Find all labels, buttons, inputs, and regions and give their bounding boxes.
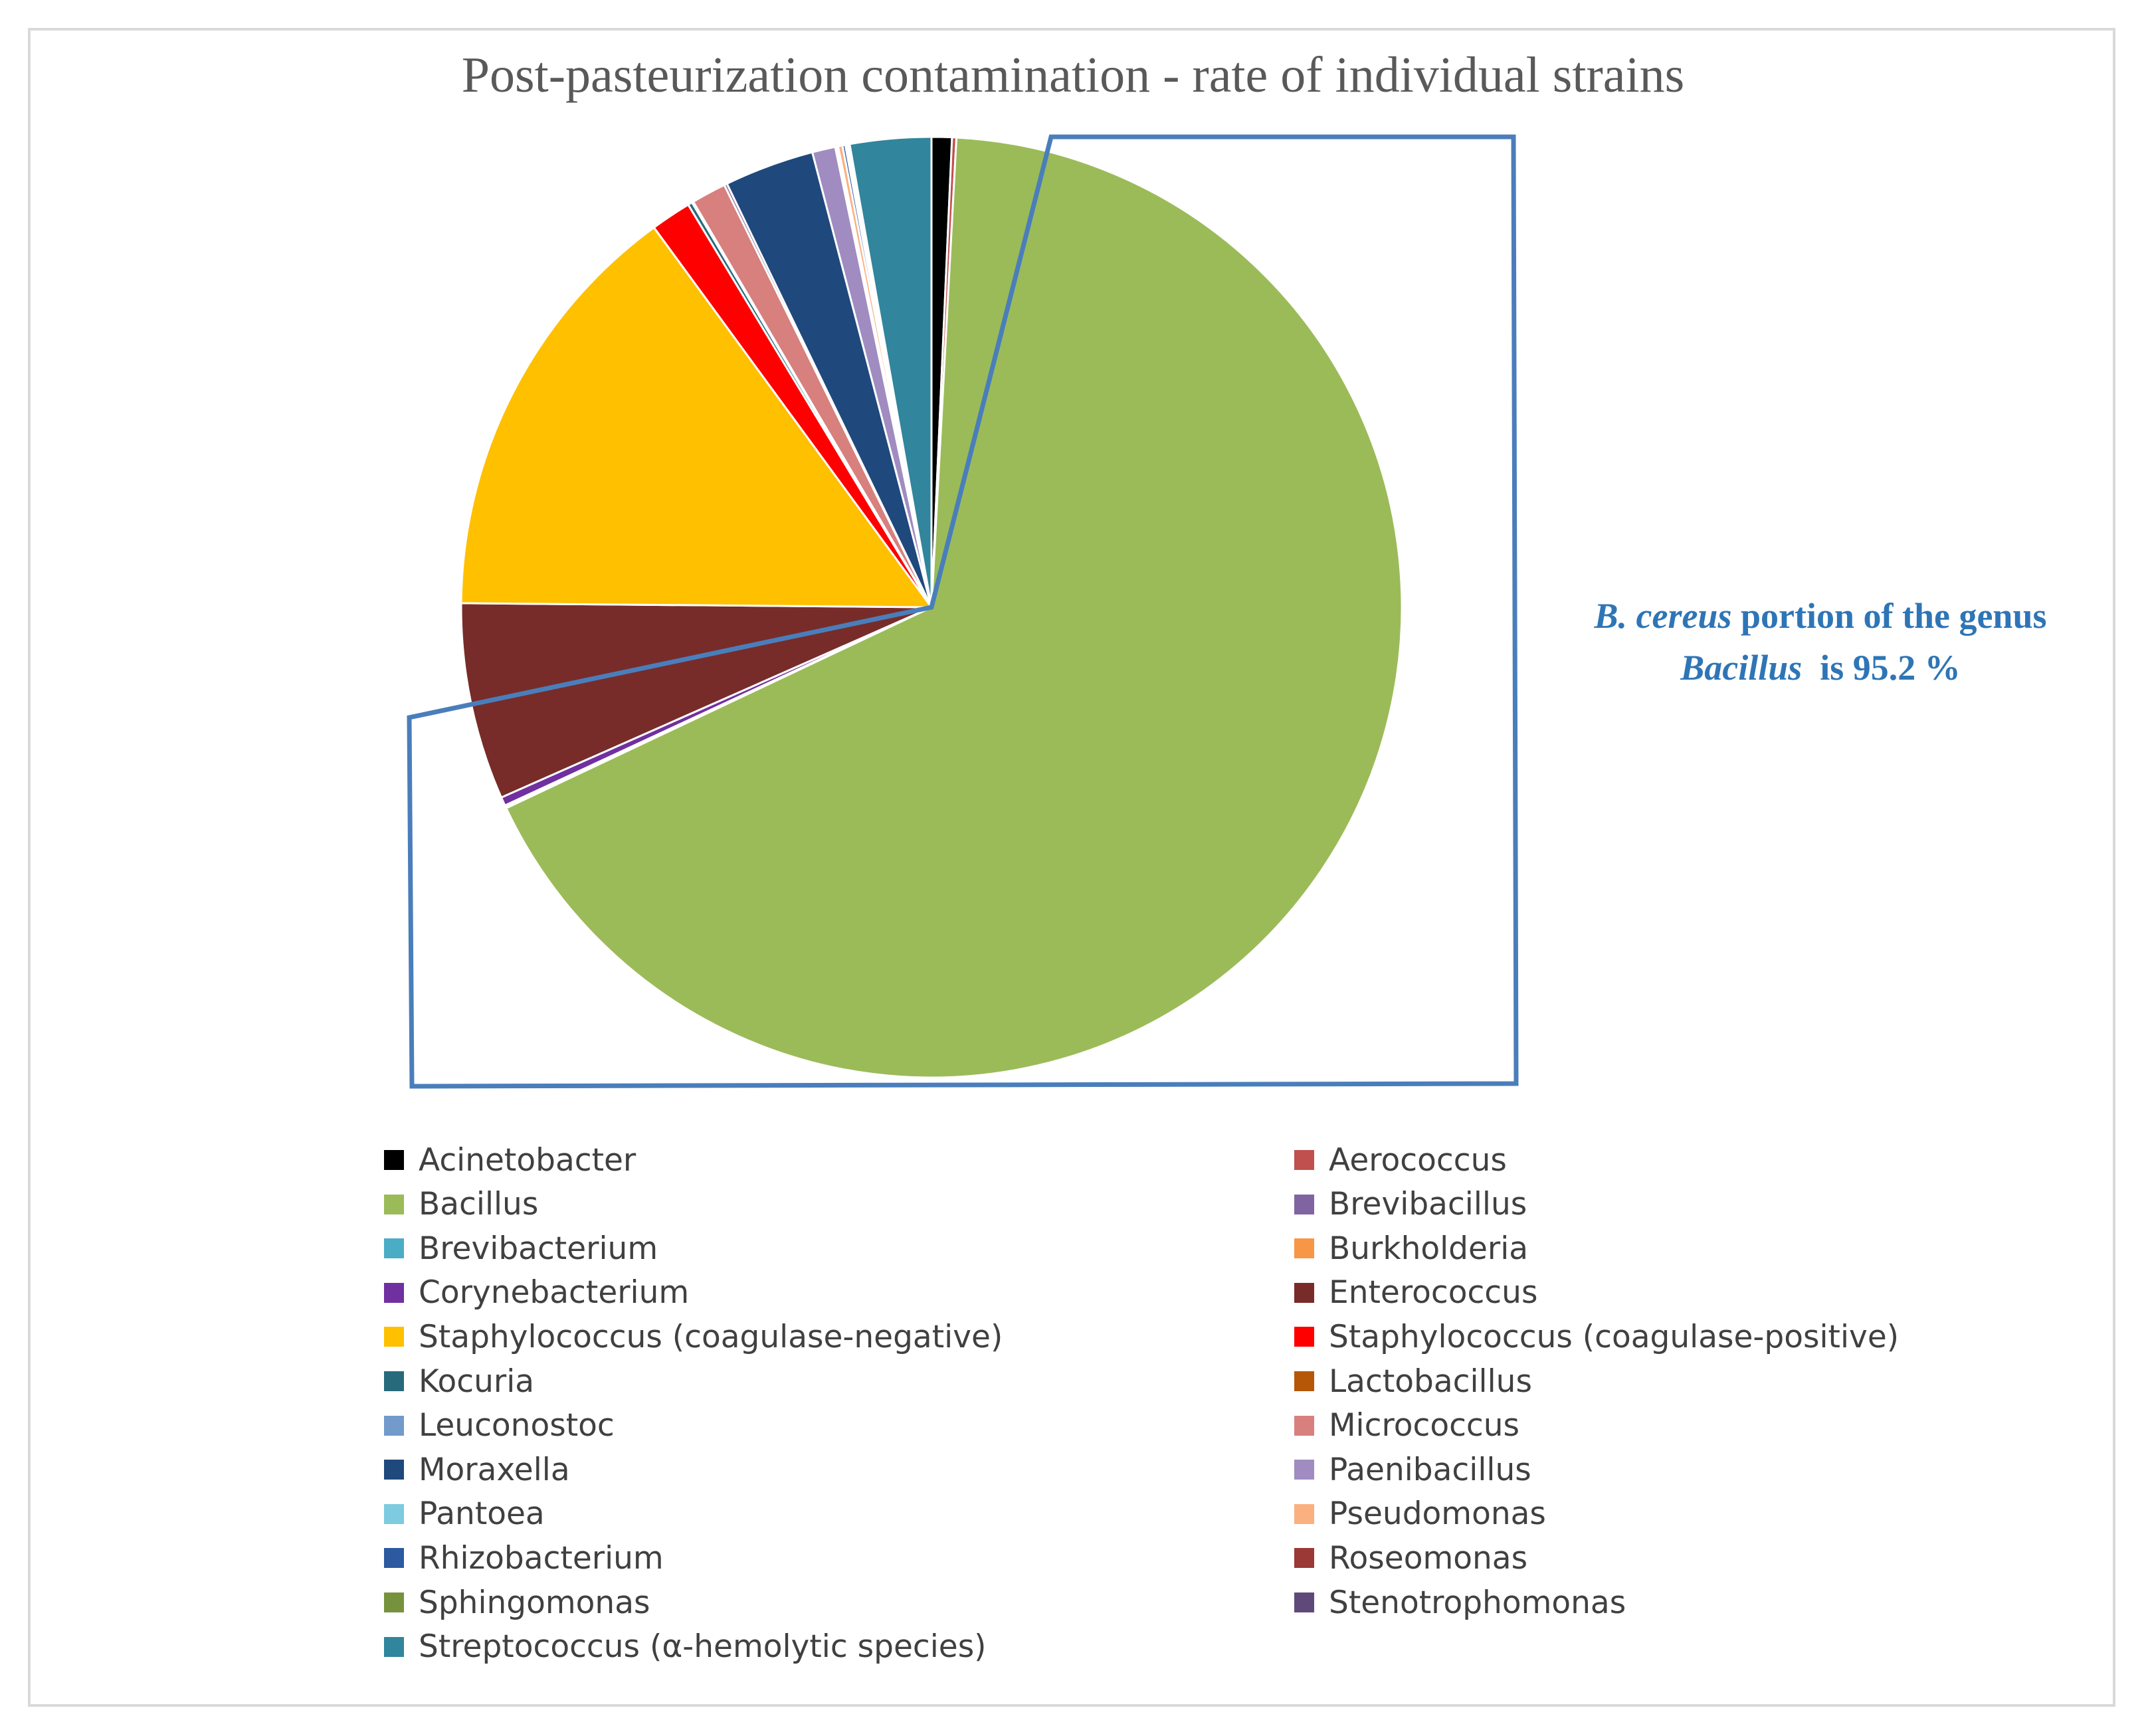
legend-label: Streptococcus (α-hemolytic species) bbox=[419, 1628, 987, 1666]
legend-label: Burkholderia bbox=[1329, 1230, 1529, 1267]
legend-swatch bbox=[1294, 1371, 1314, 1391]
legend-swatch bbox=[384, 1503, 404, 1524]
legend-swatch bbox=[384, 1460, 404, 1480]
legend-label: Rhizobacterium bbox=[419, 1539, 664, 1577]
annotation-genus: Bacillus bbox=[1680, 648, 1803, 688]
legend-swatch bbox=[384, 1282, 404, 1303]
legend-label: Enterococcus bbox=[1329, 1274, 1538, 1311]
legend-swatch bbox=[1294, 1194, 1314, 1214]
annotation-species: B. cereus bbox=[1594, 596, 1732, 636]
legend-item: Lactobacillus bbox=[1294, 1361, 1532, 1401]
legend-swatch bbox=[384, 1415, 404, 1436]
legend-swatch bbox=[1294, 1282, 1314, 1303]
pie-slice-streptococcus-hemolytic-species bbox=[848, 136, 933, 608]
legend-swatch bbox=[1294, 1238, 1314, 1259]
legend-swatch bbox=[384, 1636, 404, 1657]
legend-label: Brevibacterium bbox=[419, 1230, 658, 1267]
legend-item: Burkholderia bbox=[1294, 1228, 1528, 1268]
pie-slice-staphylococcus-coagulase-negative bbox=[460, 226, 933, 609]
bacillus-annotation: B. cereus portion of the genus Bacillus … bbox=[1521, 590, 2119, 694]
legend-swatch bbox=[384, 1592, 404, 1612]
legend-swatch bbox=[384, 1327, 404, 1347]
legend-item: Staphylococcus (coagulase-positive) bbox=[1294, 1317, 1899, 1357]
legend-item: Streptococcus (α-hemolytic species) bbox=[384, 1627, 987, 1667]
legend-swatch bbox=[1294, 1592, 1314, 1612]
legend-label: Pseudomonas bbox=[1329, 1495, 1546, 1533]
legend-label: Roseomonas bbox=[1329, 1539, 1528, 1577]
pie-slices bbox=[460, 136, 1403, 1079]
legend-label: Acinetobacter bbox=[419, 1141, 636, 1179]
legend-item: Paenibacillus bbox=[1294, 1450, 1531, 1490]
legend-item: Roseomonas bbox=[1294, 1538, 1527, 1578]
chart-title: Post-pasteurization contamination - rate… bbox=[461, 47, 1685, 103]
legend-swatch bbox=[384, 1150, 404, 1170]
legend-label: Leuconostoc bbox=[419, 1407, 615, 1444]
legend-label: Aerococcus bbox=[1329, 1141, 1507, 1179]
annotation-text-2: is 95.2 % bbox=[1820, 648, 1961, 688]
legend-label: Lactobacillus bbox=[1329, 1363, 1532, 1400]
legend-swatch bbox=[1294, 1327, 1314, 1347]
legend-item: Pseudomonas bbox=[1294, 1494, 1546, 1534]
legend-item: Pantoea bbox=[384, 1494, 545, 1534]
legend-label: Kocuria bbox=[419, 1363, 535, 1400]
legend-label: Brevibacillus bbox=[1329, 1186, 1527, 1223]
legend-item: Micrococcus bbox=[1294, 1406, 1519, 1446]
legend-label: Sphingomonas bbox=[419, 1584, 650, 1621]
legend-item: Sphingomonas bbox=[384, 1583, 650, 1622]
legend-item: Brevibacterium bbox=[384, 1228, 658, 1268]
legend-item: Bacillus bbox=[384, 1185, 538, 1224]
legend-label: Bacillus bbox=[419, 1186, 539, 1223]
legend-item: Kocuria bbox=[384, 1361, 534, 1401]
legend-label: Micrococcus bbox=[1329, 1407, 1520, 1444]
legend-item: Staphylococcus (coagulase-negative) bbox=[384, 1317, 1003, 1357]
annotation-text-1: portion of the genus bbox=[1740, 596, 2047, 636]
legend-item: Corynebacterium bbox=[384, 1273, 689, 1313]
legend-swatch bbox=[1294, 1150, 1314, 1170]
legend-item: Aerococcus bbox=[1294, 1140, 1507, 1180]
legend-swatch bbox=[1294, 1548, 1314, 1569]
legend-label: Stenotrophomonas bbox=[1329, 1584, 1626, 1621]
legend-label: Moraxella bbox=[419, 1451, 570, 1488]
legend-swatch bbox=[384, 1371, 404, 1391]
bacillus-highlight-outline bbox=[407, 134, 1519, 1089]
legend-item: Enterococcus bbox=[1294, 1273, 1537, 1313]
legend-label: Staphylococcus (coagulase-negative) bbox=[419, 1318, 1003, 1355]
legend-swatch bbox=[1294, 1415, 1314, 1436]
legend-item: Moraxella bbox=[384, 1450, 570, 1490]
legend-swatch bbox=[384, 1194, 404, 1214]
legend-swatch bbox=[1294, 1503, 1314, 1524]
legend-item: Rhizobacterium bbox=[384, 1538, 664, 1578]
legend-label: Staphylococcus (coagulase-positive) bbox=[1329, 1318, 1900, 1355]
legend-item: Acinetobacter bbox=[384, 1140, 636, 1180]
legend-swatch bbox=[1294, 1460, 1314, 1480]
legend-swatch bbox=[384, 1548, 404, 1569]
pie-slice-bacillus bbox=[504, 136, 1403, 1079]
legend-item: Stenotrophomonas bbox=[1294, 1583, 1626, 1622]
legend-label: Corynebacterium bbox=[419, 1274, 690, 1311]
legend-item: Leuconostoc bbox=[384, 1406, 615, 1446]
legend-item: Brevibacillus bbox=[1294, 1185, 1527, 1224]
legend-swatch bbox=[384, 1238, 404, 1259]
legend-label: Paenibacillus bbox=[1329, 1451, 1531, 1488]
legend-label: Pantoea bbox=[419, 1495, 545, 1533]
